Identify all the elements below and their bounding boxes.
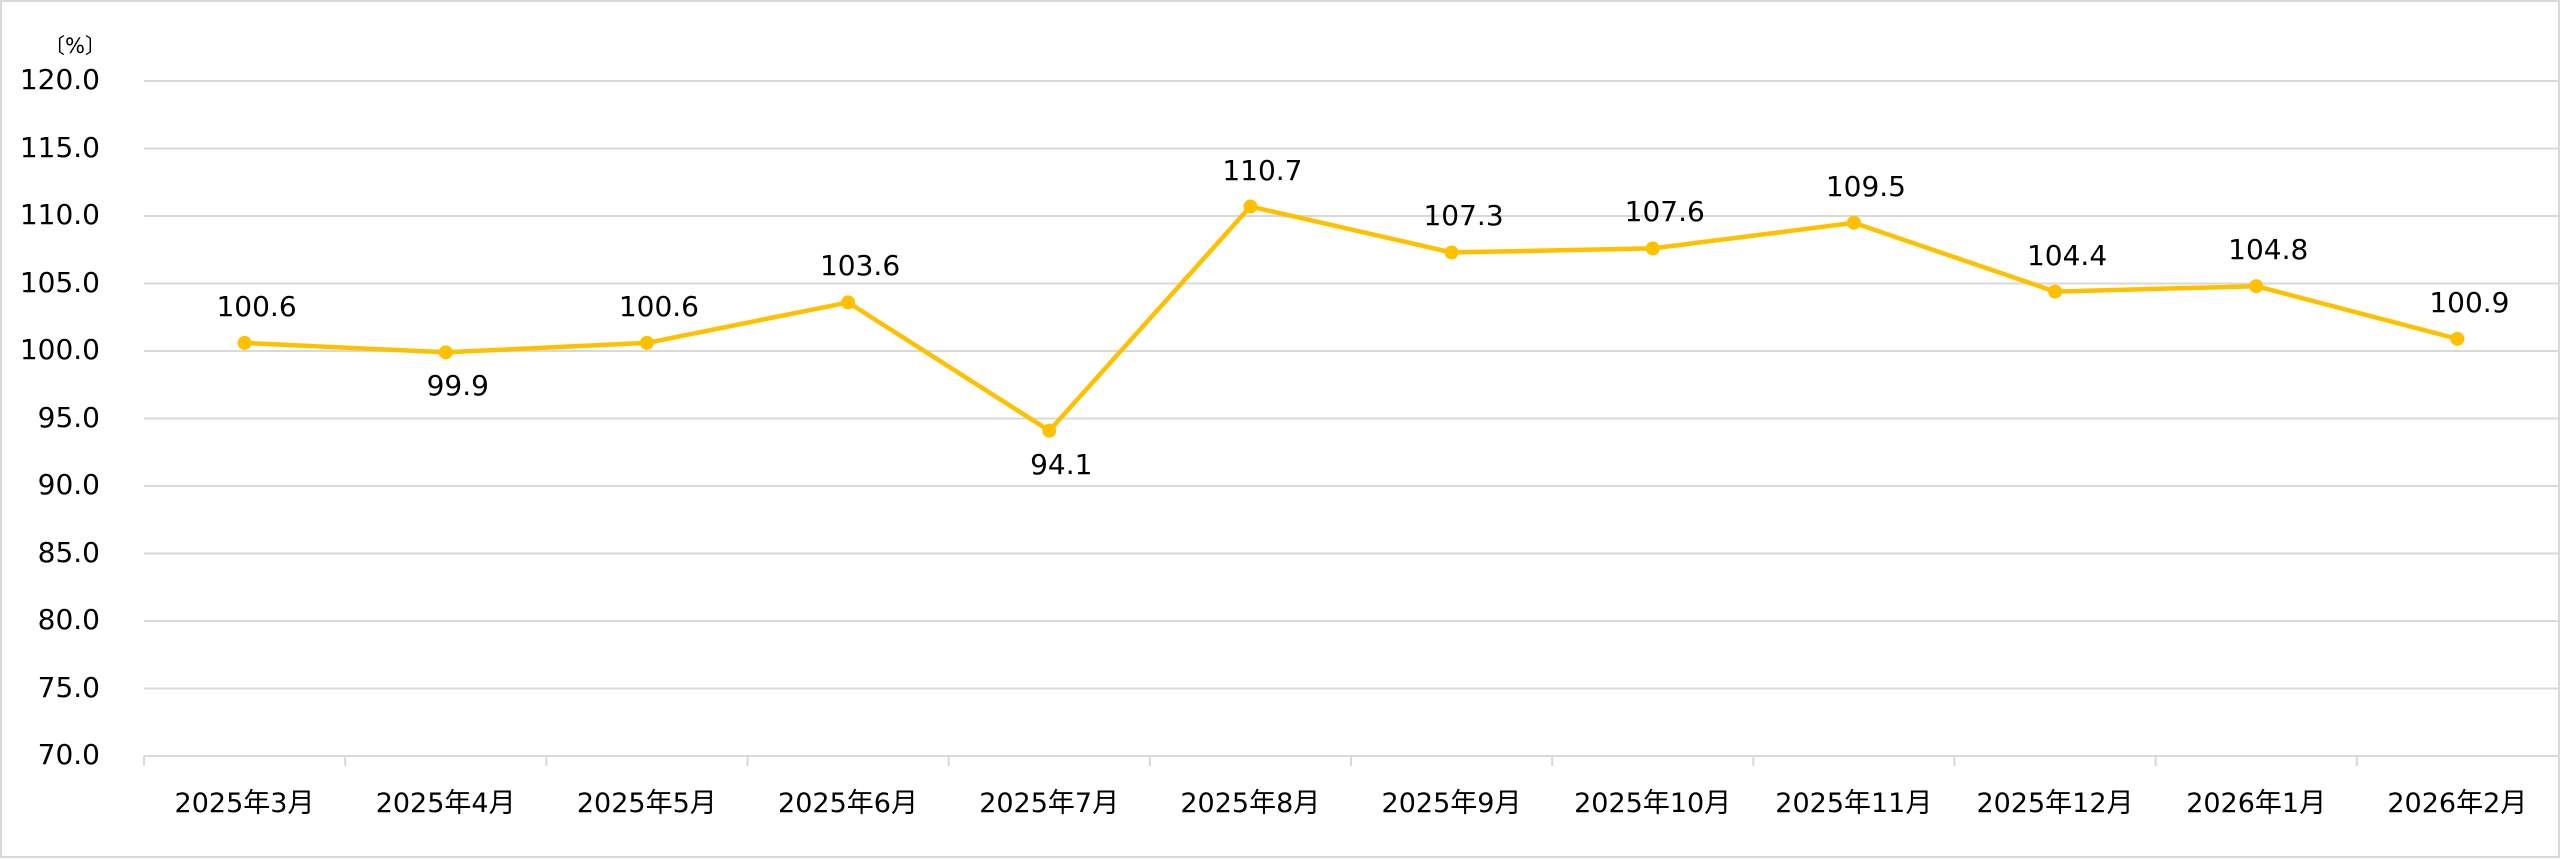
data-label: 103.6	[819, 249, 901, 283]
data-point-marker	[639, 335, 654, 350]
x-axis	[143, 755, 2558, 766]
y-tick-label: 115.0	[19, 130, 100, 164]
data-label: 100.6	[618, 289, 699, 323]
y-tick-label: 70.0	[37, 738, 100, 771]
data-label: 109.5	[1825, 169, 1906, 203]
y-tick-label: 80.0	[37, 603, 100, 636]
data-point-marker	[841, 295, 856, 310]
y-tick-label: 105.0	[19, 265, 100, 299]
data-point-marker	[1444, 245, 1459, 260]
y-tick-label: 75.0	[37, 670, 100, 704]
data-label: 107.3	[1423, 199, 1504, 233]
data-label: 104.8	[2228, 233, 2309, 267]
x-tick-label: 2026年1月	[2186, 788, 2327, 819]
x-tick-label: 2025年8月	[1180, 788, 1321, 819]
data-series-line	[237, 199, 2465, 438]
data-point-marker	[1846, 215, 1861, 230]
y-tick-label: 120.0	[19, 63, 100, 96]
data-label: 107.6	[1624, 195, 1705, 229]
data-label: 100.6	[216, 289, 297, 323]
y-tick-label: 100.0	[19, 333, 100, 366]
x-tick-label: 2025年3月	[174, 788, 315, 819]
x-tick-label: 2025年9月	[1381, 788, 1522, 819]
x-tick-label: 2025年6月	[778, 788, 918, 819]
data-label: 104.4	[2026, 238, 2108, 272]
data-label: 94.1	[1030, 447, 1093, 481]
x-tick-label: 2025年5月	[576, 788, 717, 819]
data-point-marker	[2048, 284, 2063, 299]
x-tick-label: 2026年2月	[2387, 788, 2528, 819]
x-tick-label: 2025年12月	[1976, 788, 2134, 819]
x-tick-label: 2025年7月	[979, 788, 1120, 819]
data-label: 110.7	[1222, 153, 1303, 187]
y-tick-label: 110.0	[19, 198, 100, 231]
data-point-marker	[1645, 241, 1660, 256]
y-axis-unit-label: 〔%〕	[44, 34, 106, 58]
data-point-marker	[1042, 423, 1057, 438]
y-tick-label: 90.0	[37, 468, 100, 501]
data-label: 99.9	[426, 369, 489, 403]
data-point-marker	[438, 345, 453, 360]
x-tick-label: 2025年10月	[1574, 788, 1732, 819]
data-point-marker	[2450, 331, 2465, 346]
y-tick-label: 85.0	[37, 535, 100, 569]
data-label: 100.9	[2429, 285, 2510, 319]
data-point-marker	[237, 335, 252, 350]
x-tick-label: 2025年4月	[375, 788, 516, 819]
data-point-marker	[2249, 279, 2264, 294]
x-tick-label: 2025年11月	[1775, 788, 1933, 819]
data-point-marker	[1243, 199, 1258, 214]
y-tick-label: 95.0	[37, 400, 100, 434]
gridlines	[144, 80, 2558, 690]
series-line	[242, 204, 2460, 433]
